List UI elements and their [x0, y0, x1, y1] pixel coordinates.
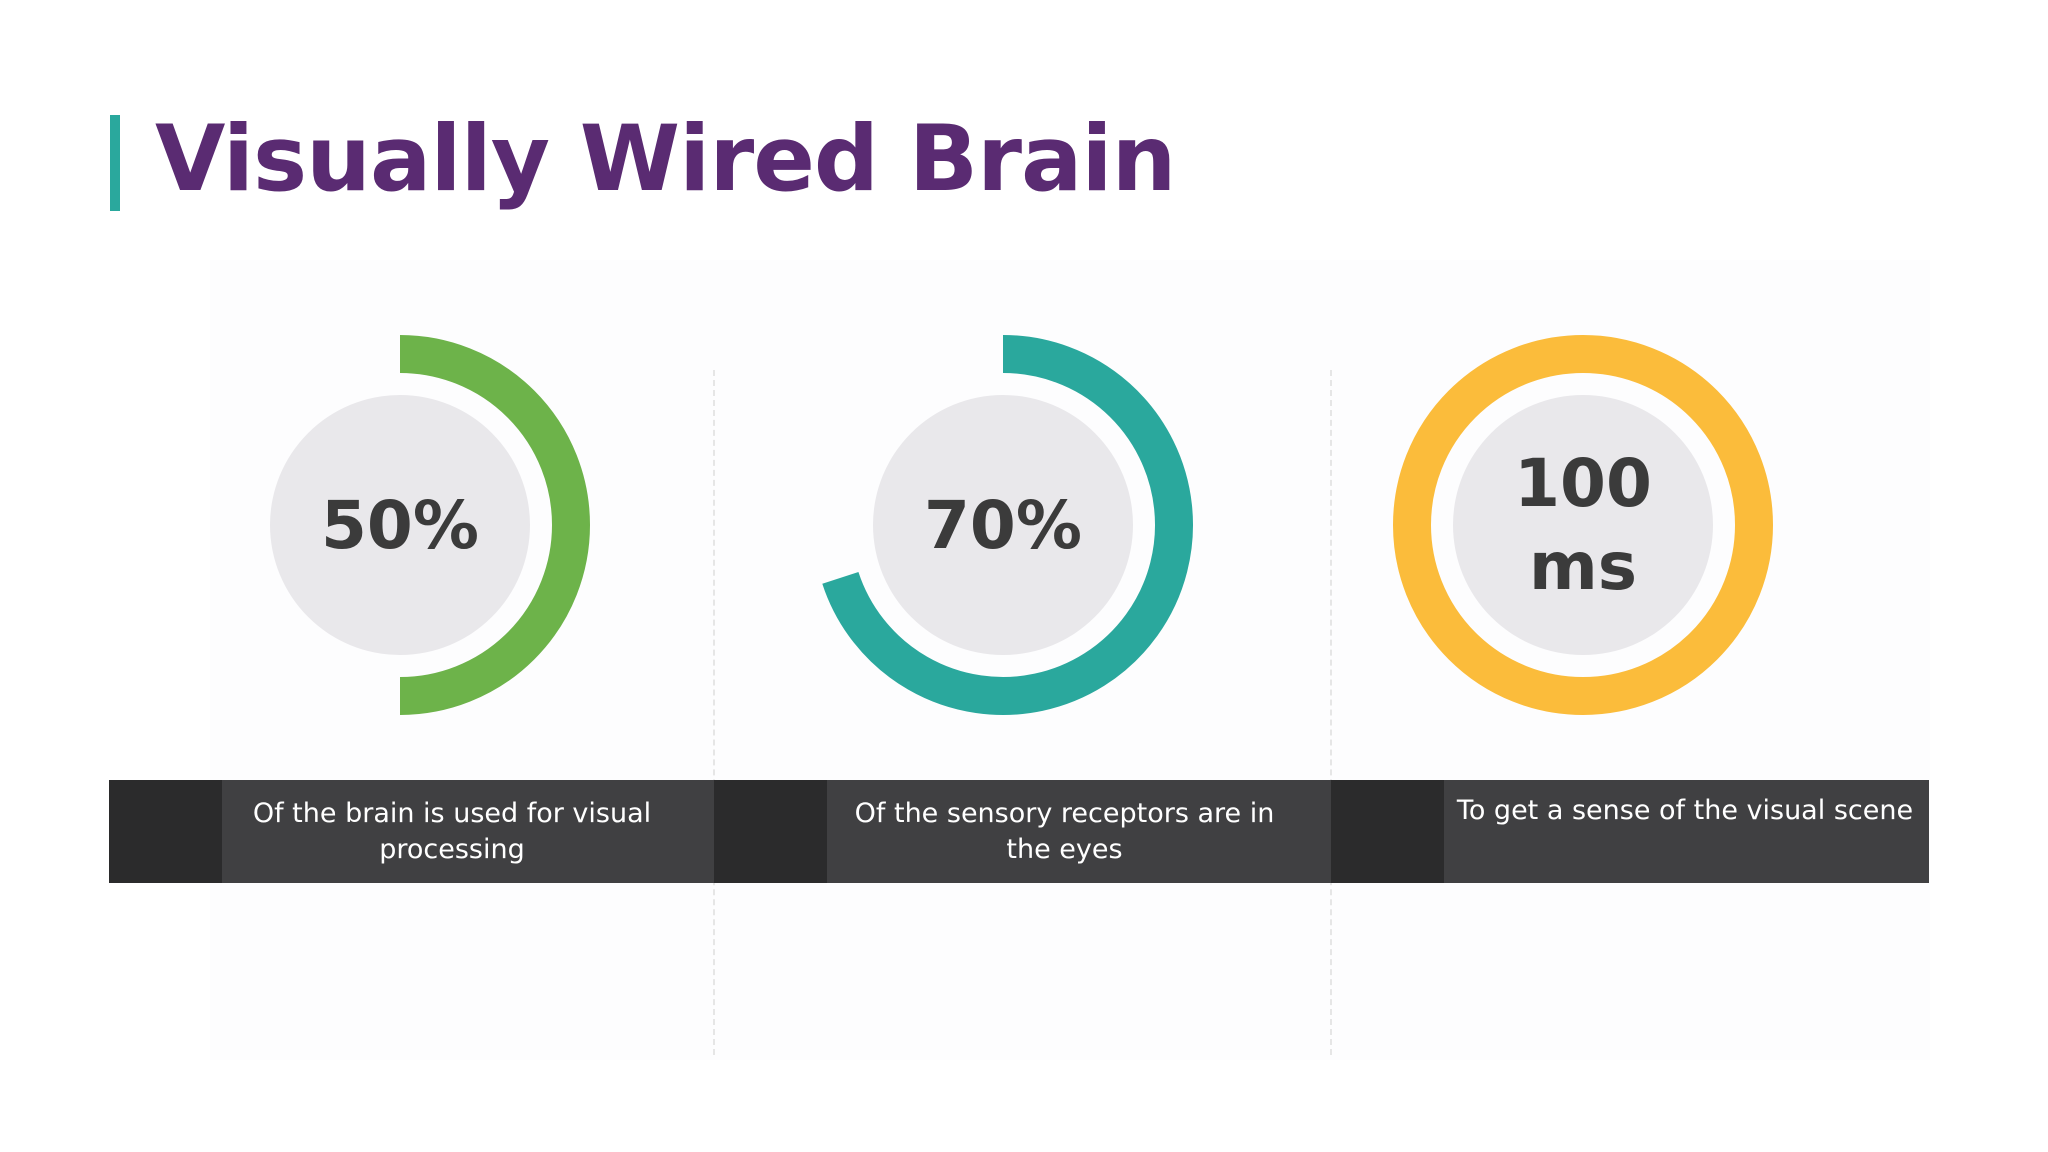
inner-circle-brain: [270, 395, 530, 655]
column-divider: [1330, 370, 1332, 1055]
stat-caption-receptors: Of the sensory receptors are in the eyes: [854, 798, 1275, 865]
progress-arc-time: [1393, 335, 1773, 715]
stat-value-brain: 50%: [300, 485, 500, 568]
progress-arc-receptors: [822, 335, 1193, 715]
progress-arc-brain: [399, 335, 590, 715]
title-accent-bar: [110, 115, 120, 211]
slide-title: Visually Wired Brain: [155, 107, 1176, 212]
column-divider: [713, 370, 715, 1055]
label-band: [1444, 780, 1929, 883]
label-band: [827, 780, 1331, 883]
inner-circle-receptors: [873, 395, 1133, 655]
label-dark-block: [1331, 780, 1444, 883]
stat-value-receptors: 70%: [903, 485, 1103, 568]
label-band: [222, 780, 714, 883]
stat-value-text: 50%: [321, 487, 479, 564]
stat-value-text: 70%: [924, 487, 1082, 564]
inner-circle-time: [1453, 395, 1713, 655]
stat-value-time: 100 ms: [1483, 443, 1683, 608]
label-dark-block: [109, 780, 222, 883]
stat-caption-time: To get a sense of the visual scene: [1456, 795, 1914, 826]
label-dark-block: [714, 780, 827, 883]
stat-value-number: 100: [1514, 445, 1652, 522]
stat-caption-brain: Of the brain is used for visual processi…: [252, 798, 652, 865]
stat-value-unit: ms: [1528, 527, 1638, 605]
